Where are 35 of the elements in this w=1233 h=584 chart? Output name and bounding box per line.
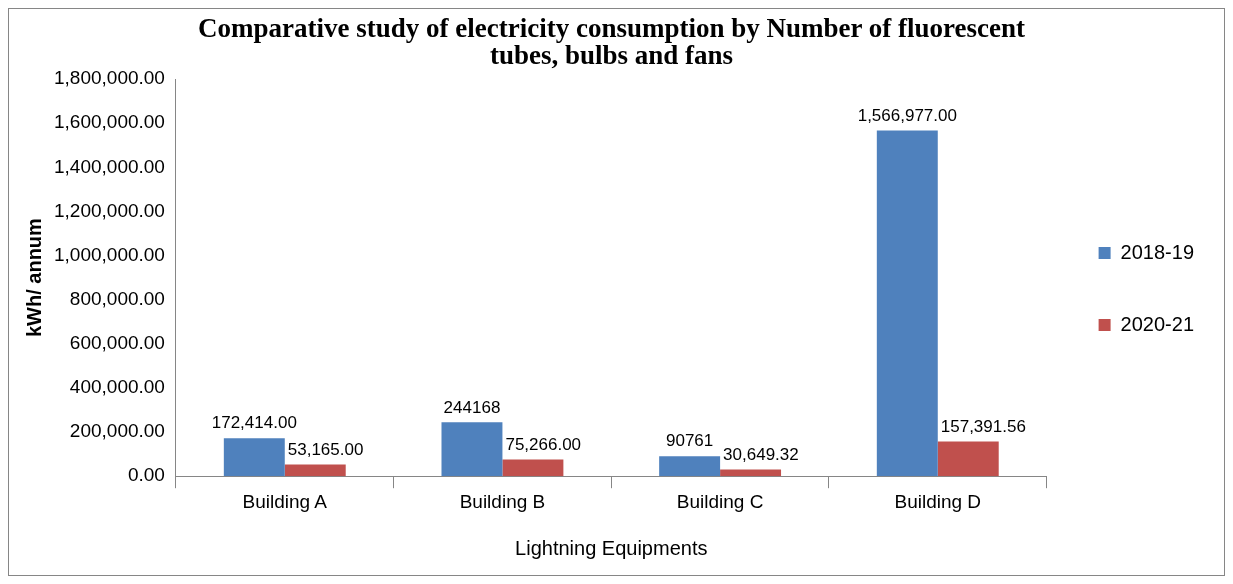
y-tick-label: 600,000.00 (69, 332, 165, 354)
x-tick-label: Building D (894, 490, 982, 512)
x-axis-title: Lightning Equipments (515, 536, 708, 559)
y-tick-label: 800,000.00 (69, 287, 165, 309)
chart-title: Comparative study of electricity consumption by Number of fluorescent tubes, bulbs and fans (198, 13, 1025, 71)
legend-label: 2020-21 (1120, 312, 1195, 335)
y-tick-label: 1,800,000.00 (53, 67, 165, 89)
data-label: 157,391.56 (940, 416, 1026, 436)
bar (876, 130, 938, 477)
y-tick-label: 400,000.00 (69, 376, 165, 398)
data-label: 75,266.00 (505, 434, 582, 454)
y-tick-label: 0.00 (127, 464, 165, 486)
x-tick-label: Building B (459, 490, 546, 512)
legend-label: 2018-19 (1120, 240, 1195, 263)
y-tick-label: 1,600,000.00 (53, 111, 165, 133)
data-label: 90761 (665, 431, 714, 451)
bar (937, 441, 999, 477)
data-label: 1,566,977.00 (857, 105, 957, 125)
y-tick-label: 1,200,000.00 (53, 199, 165, 221)
y-tick-label: 1,400,000.00 (53, 155, 165, 177)
bar (502, 459, 564, 477)
bar (659, 456, 721, 477)
bar (284, 464, 346, 477)
data-label: 244168 (443, 397, 501, 417)
y-tick-label: 1,000,000.00 (53, 243, 165, 265)
data-label: 172,414.00 (211, 413, 297, 433)
x-tick-label: Building A (242, 490, 328, 512)
x-tick-label: Building C (676, 490, 764, 512)
bar (223, 438, 285, 477)
y-tick-label: 200,000.00 (69, 420, 165, 442)
bar (720, 469, 782, 477)
data-label: 53,165.00 (287, 439, 364, 459)
data-label: 30,649.32 (723, 444, 799, 464)
bar (441, 422, 503, 477)
y-axis-title: kWh/ annum (22, 218, 45, 338)
